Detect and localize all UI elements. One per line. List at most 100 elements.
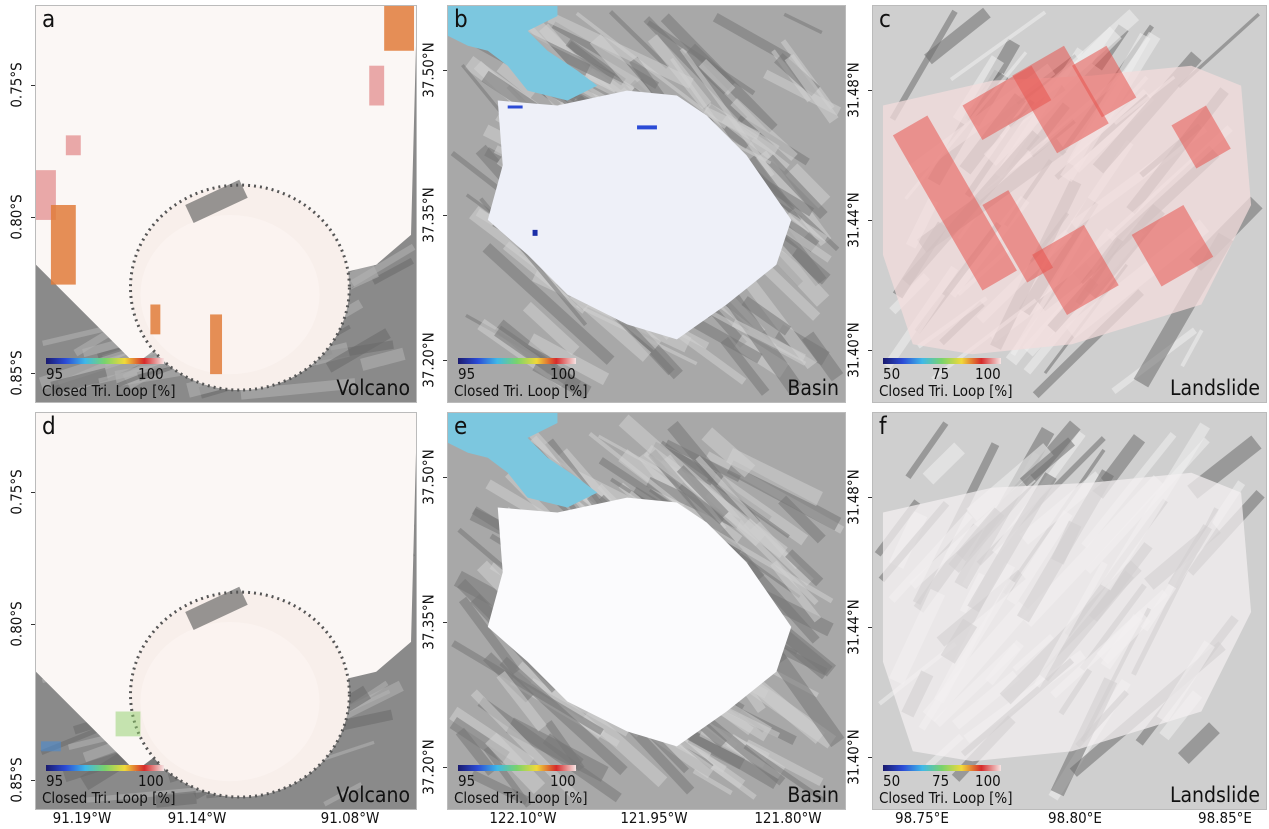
terrain-ridge xyxy=(470,689,582,803)
terrain-ridge xyxy=(323,782,363,807)
map-panel-a: a Volcano 95 100 Closed Tri. Loop [%] xyxy=(35,5,417,403)
latitude-tick xyxy=(443,360,447,361)
terrain-ridge xyxy=(687,730,746,770)
terrain-ridge xyxy=(360,347,406,371)
latitude-tick xyxy=(31,624,35,625)
map-image xyxy=(873,6,1266,402)
latitude-tick xyxy=(868,220,872,221)
latitude-tick-label: 37.20°N xyxy=(419,739,438,795)
latitude-tick-label: 37.50°N xyxy=(419,449,438,505)
terrain-ridge xyxy=(582,708,668,788)
terrain-ridge xyxy=(325,328,391,373)
terrain-ridge xyxy=(240,378,356,400)
longitude-tick-label: 121.95°W xyxy=(620,809,688,827)
longitude-tick-label: 122.10°W xyxy=(489,809,557,827)
latitude-tick-label: 37.50°N xyxy=(419,42,438,98)
terrain-ridge xyxy=(451,640,604,736)
terrain-ridge xyxy=(889,9,958,121)
colorbar-tick-label: 100 xyxy=(975,772,1001,790)
terrain-ridge xyxy=(545,720,585,772)
closed-loop-patch xyxy=(1071,45,1137,118)
map-panel-d: d Volcano 95 100 Closed Tri. Loop [%] xyxy=(35,412,417,810)
latitude-tick-label: 0.80°S xyxy=(7,601,26,647)
terrain-ridge xyxy=(676,465,729,519)
closed-loop-patch xyxy=(1171,105,1231,169)
basin-coverage xyxy=(487,90,792,340)
colorbar-tick-label: 95 xyxy=(46,365,64,383)
terrain-ridge xyxy=(1180,329,1204,368)
latitude-tick xyxy=(443,622,447,623)
terrain-ridge xyxy=(482,243,615,365)
colorbar-label: Closed Tri. Loop [%] xyxy=(879,789,1013,807)
panel-letter: f xyxy=(879,412,887,440)
terrain-ridge xyxy=(155,790,197,808)
colorbar-label: Closed Tri. Loop [%] xyxy=(454,789,588,807)
longitude-tick-label: 91.14°W xyxy=(167,809,227,827)
terrain-ridge xyxy=(458,596,521,675)
latitude-tick xyxy=(868,350,872,351)
map-panel-b: b Basin 95 100 Closed Tri. Loop [%] xyxy=(447,5,846,403)
region-label: Landslide xyxy=(1169,375,1260,400)
latitude-tick xyxy=(31,373,35,374)
colorbar-label: Closed Tri. Loop [%] xyxy=(42,382,176,400)
terrain-ridge xyxy=(646,20,756,96)
panel-letter: a xyxy=(42,5,56,33)
latitude-tick-label: 0.75°S xyxy=(7,62,26,108)
latitude-tick xyxy=(443,767,447,768)
region-label: Landslide xyxy=(1169,782,1260,807)
terrain-ridge xyxy=(1177,722,1220,765)
longitude-tick-label: 98.85°E xyxy=(1198,809,1252,827)
colorbar xyxy=(46,358,164,364)
latitude-tick-label: 31.44°N xyxy=(844,192,863,248)
terrain-ridge xyxy=(608,10,670,69)
map-image xyxy=(448,413,845,809)
closed-loop-patch xyxy=(1032,224,1119,316)
terrain-ridge xyxy=(785,163,831,209)
colorbar-tick-label: 95 xyxy=(458,772,476,790)
colorbar-tick-label: 75 xyxy=(932,772,950,790)
terrain-ridge xyxy=(692,769,733,796)
region-label: Basin xyxy=(787,782,839,807)
latitude-tick-label: 37.35°N xyxy=(419,187,438,243)
colorbar-label: Closed Tri. Loop [%] xyxy=(879,382,1013,400)
map-image xyxy=(873,413,1266,809)
terrain-ridge xyxy=(786,212,828,242)
colorbar-label: Closed Tri. Loop [%] xyxy=(42,789,176,807)
colorbar-tick-label: 100 xyxy=(550,772,576,790)
longitude-tick-label: 91.19°W xyxy=(52,809,112,827)
terrain-ridge xyxy=(784,53,839,124)
longitude-tick-label: 91.08°W xyxy=(320,809,380,827)
colorbar xyxy=(883,358,1001,364)
colorbar-tick-label: 75 xyxy=(932,365,950,383)
panel-letter: d xyxy=(42,412,56,440)
colorbar xyxy=(883,765,1001,771)
terrain-ridge xyxy=(905,421,949,480)
terrain-ridge xyxy=(924,7,991,65)
map-panel-f: f Landslide 50 75 100 Closed Tri. Loop [%] xyxy=(872,412,1267,810)
terrain-ridge xyxy=(470,770,529,805)
closed-loop-patch xyxy=(1131,204,1214,287)
latitude-tick-label: 0.85°S xyxy=(7,350,26,396)
bay xyxy=(448,6,598,101)
colorbar xyxy=(458,765,576,771)
latitude-tick-label: 31.40°N xyxy=(844,322,863,378)
closed-loop-patch xyxy=(210,314,223,375)
panel-letter: e xyxy=(454,412,468,440)
region-label: Basin xyxy=(787,375,839,400)
terrain-ridge xyxy=(483,746,532,808)
latitude-tick xyxy=(443,477,447,478)
terrain-ridge xyxy=(647,34,712,110)
map-image xyxy=(36,6,416,402)
closed-loop-patch xyxy=(50,204,76,285)
latitude-tick-label: 0.85°S xyxy=(7,757,26,803)
latitude-tick-label: 31.48°N xyxy=(844,469,863,525)
terrain-ridge xyxy=(693,707,786,786)
terrain-ridge xyxy=(741,296,792,336)
longitude-tick-label: 121.80°W xyxy=(754,809,822,827)
latitude-tick xyxy=(868,627,872,628)
colorbar-tick-label: 100 xyxy=(550,365,576,383)
terrain-ridge xyxy=(785,549,824,587)
closed-loop-patch xyxy=(1012,45,1109,154)
terrain-ridge xyxy=(477,697,622,803)
closed-loop-patch xyxy=(150,304,161,335)
